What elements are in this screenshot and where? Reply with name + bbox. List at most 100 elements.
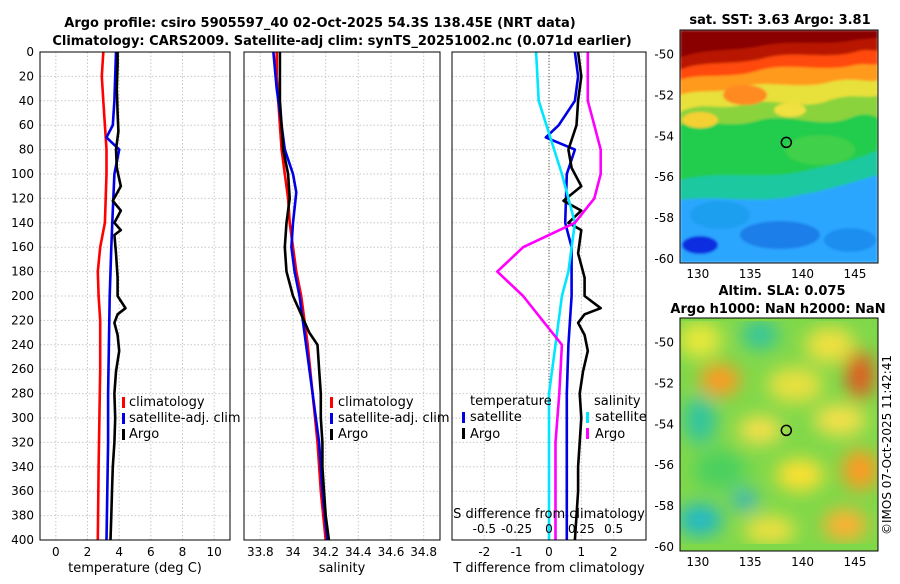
series-line-satellite-t [544, 52, 580, 540]
legend-swatch-argo [330, 429, 333, 440]
difference-axes-frame [451, 51, 647, 541]
x-tick-label: 1 [578, 545, 586, 559]
x-tick-label: 8 [179, 545, 187, 559]
legend-title-temperature: temperature [470, 394, 552, 409]
series-line-argo-t [562, 52, 602, 540]
lat-tick-label: -56 [654, 458, 674, 472]
lon-tick-label: 140 [791, 555, 814, 569]
lon-tick-label: 145 [843, 267, 866, 281]
legend-argo-t: Argo [470, 427, 500, 442]
t-difference-tick-labels: -2 -1 0 1 2 [478, 545, 617, 559]
lon-tick-label: 130 [686, 555, 709, 569]
legend-swatch-satellite [330, 413, 333, 424]
depth-tick-label: 180 [11, 265, 34, 279]
temperature-lines [96, 52, 127, 540]
legend-satellite-t: satellite [470, 410, 522, 425]
argo-location-marker [780, 136, 793, 149]
x-tick-label: 2 [610, 545, 618, 559]
legend-climatology: climatology [129, 395, 205, 410]
s-diff-tick-label: -0.25 [501, 522, 532, 536]
depth-tick-label: 120 [11, 191, 34, 205]
lat-tick-label: -54 [654, 129, 674, 143]
sla-map: Altim. SLA: 0.075 Argo h1000: NaN h2000:… [654, 284, 885, 569]
temperature-axes-frame [39, 51, 231, 541]
lon-tick-label: 145 [843, 555, 866, 569]
legend-swatch-climatology [330, 397, 333, 408]
legend-swatch-argo-s [586, 428, 589, 439]
lat-tick-label: -54 [654, 417, 674, 431]
legend-swatch-satellite [122, 413, 125, 424]
s-diff-tick-label: 0.5 [604, 522, 623, 536]
x-tick-label: 2 [84, 545, 92, 559]
legend-swatch-satellite-s [586, 412, 589, 423]
depth-tick-label: 320 [11, 435, 34, 449]
difference-grid [452, 51, 646, 541]
legend-swatch-argo-t [462, 428, 465, 439]
argo-location-marker [780, 424, 793, 437]
difference-panel: -2 -1 0 1 2 -0.5 -0.25 0 0.25 0.5 S difference f… [451, 51, 647, 576]
depth-tick-label: 0 [26, 45, 34, 59]
salinity-panel: 33.8 34 34.2 34.4 34.6 34.8 salinity climatol… [243, 51, 450, 576]
depth-tick-label: 200 [11, 289, 34, 303]
x-tick-label: 34 [285, 545, 300, 559]
salinity-grid [244, 51, 440, 541]
sst-map-ticks: -50 -52 -54 -56 -58 -60 130 135 140 145 [654, 48, 866, 281]
legend-climatology: climatology [338, 395, 414, 410]
lat-tick-label: -52 [654, 376, 674, 390]
series-line-argo [278, 52, 331, 540]
legend-satellite: satellite-adj. clim [338, 411, 450, 426]
series-line-satellite-s [534, 52, 577, 540]
difference-lines [496, 52, 602, 540]
legend-swatch-satellite-t [462, 412, 465, 423]
legend-swatch-argo [122, 429, 125, 440]
lon-tick-label: 135 [739, 555, 762, 569]
x-tick-label: 34.8 [410, 545, 437, 559]
figure-title-line1: Argo profile: csiro 5905597_40 02-Oct-20… [64, 16, 575, 31]
x-tick-label: 34.4 [345, 545, 372, 559]
series-line-satellite-adj-clim [105, 52, 121, 540]
s-diff-tick-label: 0 [545, 522, 553, 536]
legend-argo: Argo [338, 427, 368, 442]
s-difference-tick-labels: -0.5 -0.25 0 0.25 0.5 [473, 522, 624, 536]
s-difference-axis-label: S difference from climatology [453, 507, 645, 522]
salinity-axis-label: salinity [319, 561, 366, 576]
s-diff-tick-label: -0.5 [473, 522, 496, 536]
depth-tick-label: 80 [19, 143, 34, 157]
sst-field [680, 30, 878, 263]
x-tick-label: 33.8 [247, 545, 274, 559]
depth-tick-label: 40 [19, 94, 34, 108]
x-tick-label: 34.6 [378, 545, 405, 559]
series-line-argo [109, 52, 127, 540]
sla-map-title: Altim. SLA: 0.075 [719, 284, 846, 299]
lat-tick-label: -52 [654, 88, 674, 102]
depth-tick-label: 380 [11, 509, 34, 523]
x-tick-label: 10 [207, 545, 222, 559]
salinity-legend: climatology satellite-adj. clim Argo [330, 395, 450, 442]
x-tick-label: 0 [545, 545, 553, 559]
depth-tick-label: 220 [11, 313, 34, 327]
depth-tick-label: 260 [11, 362, 34, 376]
sst-map-frame [679, 29, 879, 264]
x-tick-label: -1 [511, 545, 523, 559]
sla-map-subtitle: Argo h1000: NaN h2000: NaN [670, 302, 885, 317]
temperature-axis-label: temperature (deg C) [68, 561, 202, 576]
lat-tick-label: -56 [654, 170, 674, 184]
depth-tick-label: 240 [11, 338, 34, 352]
depth-tick-label: 300 [11, 411, 34, 425]
sla-map-ticks: -50 -52 -54 -56 -58 -60 130 135 140 145 [654, 336, 866, 569]
depth-tick-labels: 0 20 40 60 80 100 120 140 160 180 200 220 240 260 280 3… [11, 45, 34, 547]
x-tick-label: 6 [147, 545, 155, 559]
legend-satellite: satellite-adj. clim [129, 411, 241, 426]
legend-argo: Argo [129, 427, 159, 442]
legend-argo-s: Argo [595, 427, 625, 442]
temperature-grid [40, 51, 230, 541]
lat-tick-label: -60 [654, 252, 674, 266]
depth-tick-label: 340 [11, 460, 34, 474]
lon-tick-label: 140 [791, 267, 814, 281]
salinity-diff-legend: salinity satellite Argo [586, 394, 647, 442]
depth-tick-label: 360 [11, 484, 34, 498]
sla-field [680, 318, 878, 551]
sla-map-frame [679, 317, 879, 552]
lat-tick-label: -50 [654, 48, 674, 62]
